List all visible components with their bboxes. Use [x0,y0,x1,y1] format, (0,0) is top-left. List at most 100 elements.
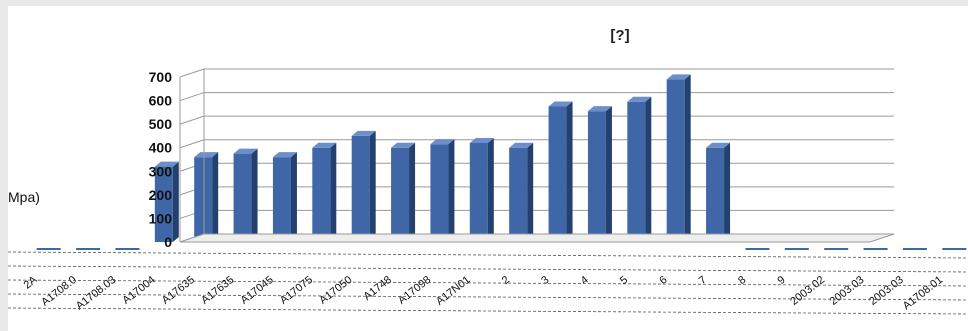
x-tick-label: A17635 [199,274,236,307]
bar-side [724,142,731,242]
label-leader-line [8,265,968,273]
x-tick-label: A1708.03 [74,274,119,312]
x-tick-label: A17N01 [434,274,473,308]
bar-side [409,142,416,242]
bar-front [509,147,528,242]
bar-front [627,101,646,242]
x-tick-label: A17050 [317,274,354,307]
bar-top [548,101,573,107]
y-tick-label: 100 [149,210,173,226]
gridline-side [179,139,205,149]
x-tick-label: A17635 [160,274,197,307]
bar-side [605,106,612,242]
x-tick-label: A1748 [361,274,393,303]
bar-front [312,147,331,242]
bar-top [233,148,258,154]
x-tick-label: A17045 [239,274,276,307]
bar-top [587,106,612,112]
gridline-side [179,68,205,78]
bar [272,152,297,242]
bar [154,161,179,242]
y-tick-label: 600 [149,93,173,109]
bar-front [233,153,252,242]
bar-front [706,147,725,242]
bar-side [448,139,455,242]
x-tick-label: A17004 [120,274,157,307]
x-tick-label: A17098 [396,274,433,307]
bar-front [666,79,685,242]
bar-front [469,143,488,242]
bar [706,142,731,242]
bar-top [509,142,534,148]
chart-title: [?] [610,27,629,44]
label-leader-line [8,279,968,287]
x-tick-label: 2003.03 [828,274,867,308]
y-axis-label: Mpa) [8,189,40,205]
bar-top [469,138,494,143]
bar-front [391,147,410,242]
bar [469,138,494,242]
bar-front [548,106,567,242]
x-tick-label: 2A [22,274,41,292]
bar-top [627,96,652,102]
x-tick-label: 6 [657,274,669,287]
label-leader-line [8,293,968,301]
bar [627,96,652,242]
y-tick-label: 300 [149,163,173,179]
gridline-side [179,115,205,125]
bar [351,130,376,242]
bar-top [666,74,691,80]
x-tick-label: A1708.01 [901,274,946,312]
bar [312,142,337,242]
chart-frame: 0 100 200 300 400 500 600 700 2A A1708.0 A1708.03 A… [8,6,968,331]
bar-side [290,152,297,242]
bar-side [172,161,179,242]
bar-top [312,142,337,148]
x-tick-label: 7 [697,274,709,287]
bar [587,106,612,242]
label-leader-line [8,307,968,315]
bars-layer [36,74,967,250]
bar-side [369,130,376,242]
x-tick-label: 8 [736,274,748,287]
gridline-side [179,92,205,102]
bar-side [684,74,691,242]
bar-top [194,152,219,158]
y-tick-label: 400 [149,140,173,156]
bar-front [587,111,606,242]
bar-front [154,166,173,242]
bar-side [487,138,494,242]
y-tick-label: 200 [149,187,173,203]
bar-top [154,161,179,167]
axis-layer [179,69,895,243]
label-leader-line [8,251,968,259]
bar-front [272,157,291,242]
x-tick-label: 2 [500,274,512,287]
bar [391,142,416,242]
bar-side [212,152,219,242]
bar-side [527,142,534,242]
bar-top [430,139,455,145]
chart-floor [179,233,895,243]
bar-front [194,157,213,242]
bar-side [330,142,337,242]
y-tick-label: 700 [149,69,173,85]
bar-side [645,96,652,242]
bar-side [251,148,258,242]
bar-front [430,144,449,242]
bar-top [706,142,731,148]
bar [666,74,691,242]
x-tick-label: A17075 [278,274,315,307]
y-tick-label: 0 [164,234,172,250]
x-tick-label: 2003.02 [788,274,827,308]
bar-top [351,130,376,136]
y-tick-label: 500 [149,116,173,132]
bar-side [566,101,573,242]
bar-top [272,152,297,158]
x-tick-label: 5 [618,274,630,287]
x-tick-label: 3 [539,274,551,287]
x-tick-label: 4 [579,274,591,287]
bar-top [391,142,416,148]
bar [194,152,219,242]
